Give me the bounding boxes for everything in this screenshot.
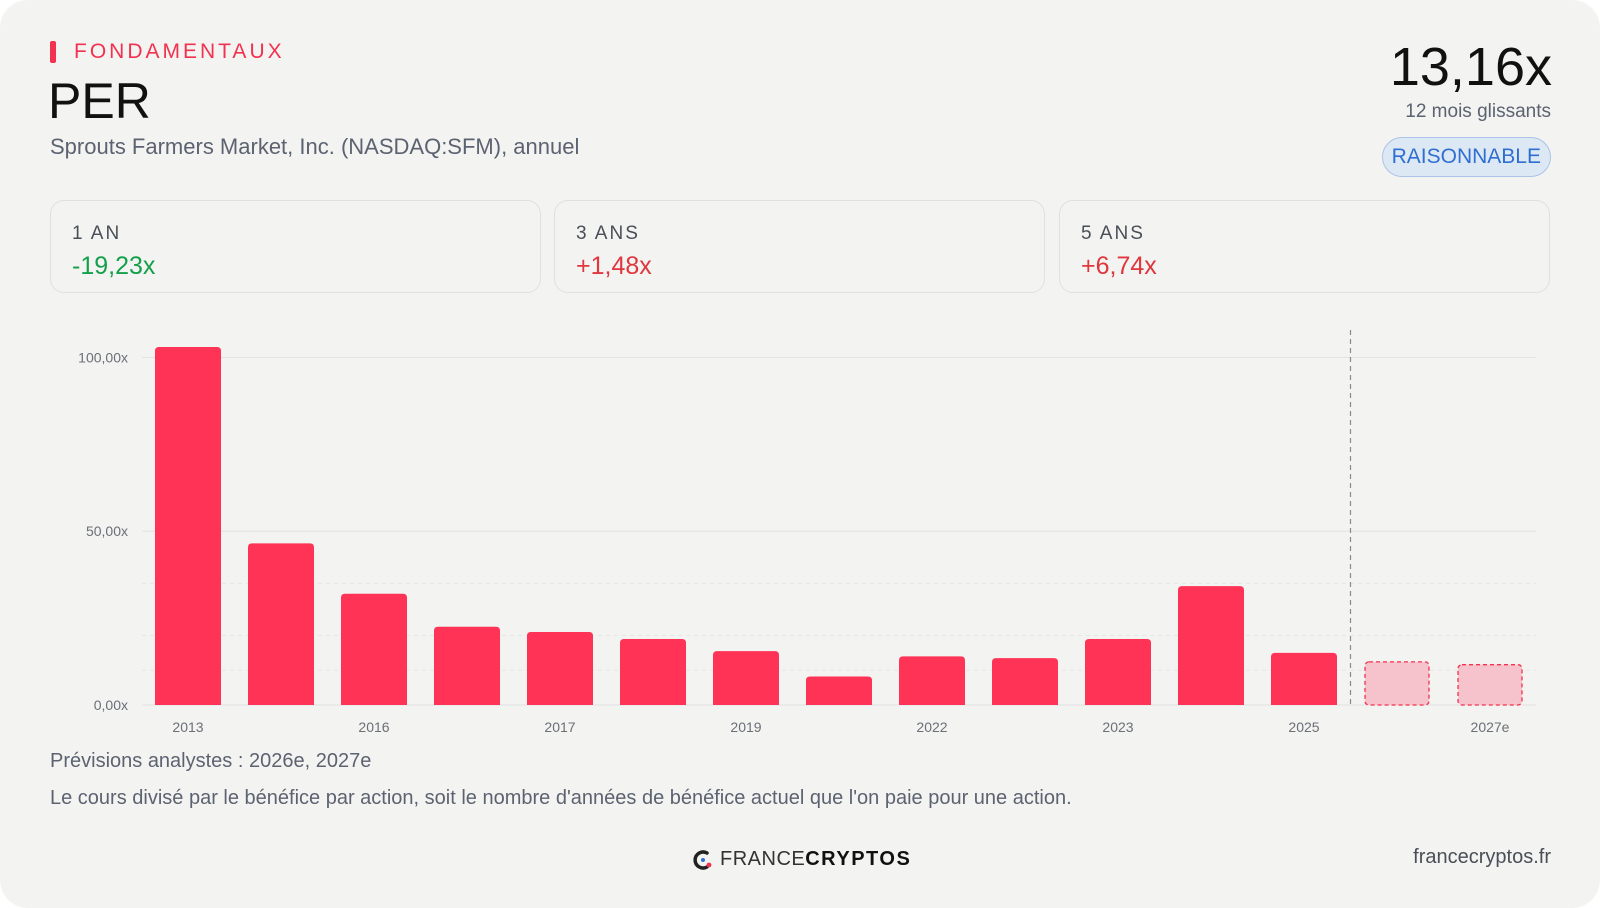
x-tick-label: 2025: [1288, 719, 1319, 735]
bar: [155, 346, 221, 705]
x-tick-label: 2013: [172, 719, 203, 735]
bar: [341, 593, 407, 705]
bar: [1271, 652, 1337, 705]
page-title: PER: [48, 73, 151, 129]
definition-note: Le cours divisé par le bénéfice par acti…: [50, 787, 1072, 809]
bar: [899, 656, 965, 705]
x-tick-label: 2016: [358, 719, 389, 735]
bar: [713, 651, 779, 705]
y-tick-label: 0,00x: [94, 697, 128, 713]
x-tick-label: 2019: [730, 719, 761, 735]
bar: [434, 626, 500, 705]
forecast-bar: [1457, 664, 1523, 706]
x-tick-label: 2023: [1102, 719, 1133, 735]
y-tick-label: 100,00x: [78, 349, 128, 365]
stat-label: 1 AN: [72, 223, 122, 244]
per-bar-chart: 0,00x 50,00x 100,00x 2013 2016 2017 2019 2022 20…: [78, 330, 1536, 735]
stat-label: 5 ANS: [1081, 223, 1145, 244]
stat-card-1-an: 1 AN -19,23x: [50, 200, 541, 293]
stat-value: +1,48x: [576, 252, 652, 280]
bar: [1085, 638, 1151, 705]
brand-name-part-1: FRANCE: [720, 848, 806, 870]
valuation-badge: RAISONNABLE: [1381, 137, 1551, 177]
section-accent-bar: [50, 41, 56, 63]
stat-label: 3 ANS: [576, 223, 640, 244]
section-label-text: FONDAMENTAUX: [74, 40, 285, 63]
stat-card-3-ans: 3 ANS +1,48x: [554, 200, 1045, 293]
bar: [1178, 586, 1244, 705]
stat-value: -19,23x: [72, 252, 156, 280]
bar: [806, 676, 872, 705]
current-per-caption: 12 mois glissants: [1405, 101, 1551, 122]
brand-logo: FRANCE CRYPTOS: [692, 848, 911, 871]
stat-value: +6,74x: [1081, 252, 1157, 280]
stat-card-5-ans: 5 ANS +6,74x: [1059, 200, 1550, 293]
current-per-value: 13,16x: [1389, 37, 1552, 97]
brand-name-part-2: CRYPTOS: [805, 848, 912, 870]
section-label: FONDAMENTAUX: [50, 40, 285, 64]
y-tick-label: 50,00x: [86, 523, 128, 539]
forecast-note: Prévisions analystes : 2026e, 2027e: [50, 750, 372, 772]
x-tick-label: 2027e: [1471, 719, 1510, 735]
bar: [527, 632, 593, 705]
bar: [620, 638, 686, 705]
bar: [248, 543, 314, 705]
site-url: francecryptos.fr: [1413, 846, 1551, 868]
x-tick-label: 2017: [544, 719, 575, 735]
brand-mark-icon: [693, 849, 712, 870]
bar: [992, 658, 1058, 705]
page-subtitle: Sprouts Farmers Market, Inc. (NASDAQ:SFM…: [50, 134, 580, 159]
forecast-bar: [1364, 661, 1430, 706]
x-tick-label: 2022: [916, 719, 947, 735]
